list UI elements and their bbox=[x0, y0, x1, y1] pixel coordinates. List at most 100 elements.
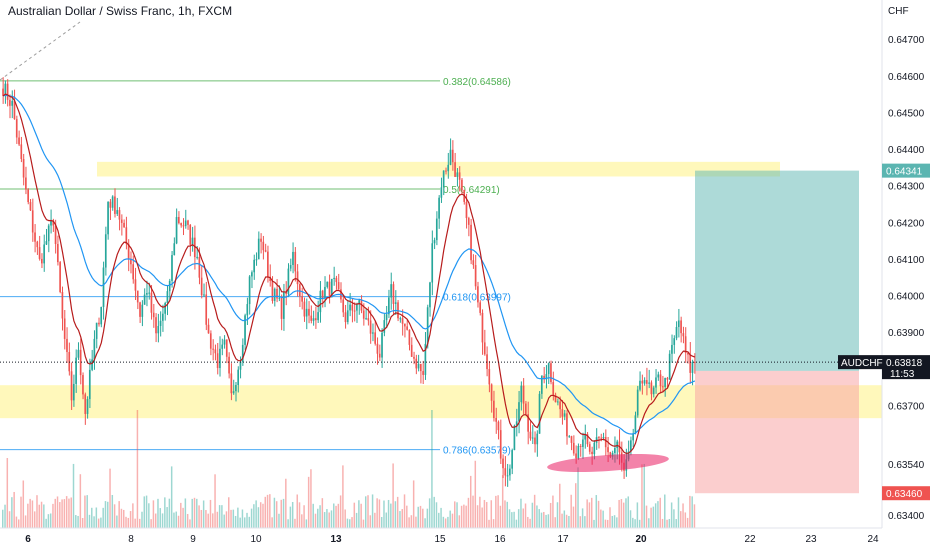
volume-bar bbox=[499, 505, 502, 528]
stop-price-label: 0.63460 bbox=[886, 489, 923, 500]
candle-body bbox=[221, 344, 224, 349]
volume-bar bbox=[481, 507, 483, 528]
time-tick-label: 9 bbox=[190, 534, 196, 545]
volume-bar bbox=[358, 500, 360, 528]
candle-body bbox=[447, 164, 450, 172]
candle-body bbox=[317, 312, 319, 321]
time-tick-label: 23 bbox=[805, 534, 817, 545]
candle-body bbox=[136, 290, 139, 303]
volume-bar bbox=[686, 517, 689, 528]
volume-bar bbox=[189, 519, 191, 528]
volume-bar bbox=[597, 500, 600, 528]
candle-body bbox=[319, 290, 322, 313]
candle-body bbox=[586, 434, 589, 445]
volume-bar bbox=[449, 510, 451, 528]
highlight-ellipse bbox=[547, 453, 669, 473]
volume-bar bbox=[588, 502, 591, 528]
candle-body bbox=[568, 436, 571, 438]
price-tick-label: 0.64300 bbox=[888, 182, 925, 193]
volume-bar bbox=[239, 517, 241, 528]
volume-bar bbox=[138, 518, 141, 528]
volume-bar bbox=[529, 518, 531, 528]
candle-body bbox=[650, 382, 653, 395]
volume-bar bbox=[52, 503, 54, 528]
candle-body bbox=[566, 413, 568, 437]
candle-body bbox=[570, 436, 573, 443]
candle-body bbox=[534, 437, 536, 445]
volume-bar bbox=[36, 495, 38, 528]
candle-body bbox=[639, 380, 641, 390]
volume-bar bbox=[579, 516, 582, 528]
candle-body bbox=[353, 310, 356, 312]
volume-bar bbox=[497, 495, 499, 528]
volume-bar bbox=[622, 502, 625, 528]
volume-bar bbox=[691, 496, 693, 528]
candle-body bbox=[34, 232, 36, 242]
volume-bar bbox=[303, 505, 305, 528]
volume-bar bbox=[433, 496, 435, 528]
candle-body bbox=[629, 440, 632, 452]
volume-bar bbox=[351, 517, 353, 528]
candle-body bbox=[351, 304, 354, 311]
candle-body bbox=[214, 349, 217, 354]
candle-body bbox=[166, 291, 169, 304]
volume-bar bbox=[504, 500, 506, 528]
candle-body bbox=[474, 265, 477, 287]
volume-bar bbox=[463, 504, 465, 528]
candle-body bbox=[616, 441, 618, 449]
candle-body bbox=[59, 262, 61, 293]
volume-bar bbox=[508, 509, 511, 528]
volume-bar bbox=[650, 507, 652, 528]
candle-body bbox=[29, 202, 32, 211]
candle-body bbox=[184, 220, 187, 227]
candle-body bbox=[652, 387, 655, 395]
volume-bar bbox=[406, 505, 408, 528]
volume-bar bbox=[670, 502, 673, 528]
candle-body bbox=[614, 448, 616, 454]
volume-bar bbox=[369, 515, 372, 528]
volume-bar bbox=[191, 498, 193, 528]
candle-body bbox=[303, 301, 306, 317]
candle-body bbox=[109, 201, 112, 208]
candle-body bbox=[445, 170, 447, 172]
candle-body bbox=[680, 320, 682, 334]
candle-body bbox=[668, 353, 671, 380]
volume-bar bbox=[586, 499, 588, 528]
target-price-label-bg bbox=[882, 163, 930, 178]
candle-body bbox=[125, 227, 128, 244]
candle-body bbox=[47, 225, 50, 242]
candle-body bbox=[200, 277, 203, 296]
candle-body bbox=[392, 284, 395, 304]
volume-bar bbox=[280, 499, 282, 528]
candle-body bbox=[173, 243, 176, 256]
candle-body bbox=[127, 243, 130, 260]
volume-bar bbox=[145, 495, 148, 528]
volume-bar bbox=[157, 498, 159, 528]
volume-bar bbox=[234, 515, 237, 528]
candle-body bbox=[673, 338, 676, 345]
candle-body bbox=[314, 318, 317, 321]
volume-bar bbox=[415, 516, 417, 528]
volume-bar bbox=[565, 514, 568, 528]
chart-title: Australian Dollar / Swiss Franc, 1h, FXC… bbox=[6, 3, 235, 19]
volume-bar bbox=[479, 496, 481, 528]
candle-body bbox=[424, 343, 427, 375]
volume-bar bbox=[298, 502, 301, 528]
candle-body bbox=[41, 258, 43, 264]
volume-bar bbox=[84, 495, 86, 528]
candle-body bbox=[504, 468, 507, 476]
stop-price-label-bg bbox=[882, 486, 930, 501]
volume-bar bbox=[246, 512, 248, 528]
candle-body bbox=[429, 282, 431, 308]
candle-body bbox=[383, 320, 386, 333]
volume-bar bbox=[180, 502, 182, 528]
volume-bar bbox=[378, 499, 381, 528]
volume-bar bbox=[590, 497, 593, 528]
volume-bar bbox=[495, 495, 497, 528]
volume-bar bbox=[152, 500, 155, 528]
candle-body bbox=[467, 218, 470, 225]
volume-bar bbox=[540, 512, 543, 528]
volume-bar bbox=[182, 507, 184, 528]
